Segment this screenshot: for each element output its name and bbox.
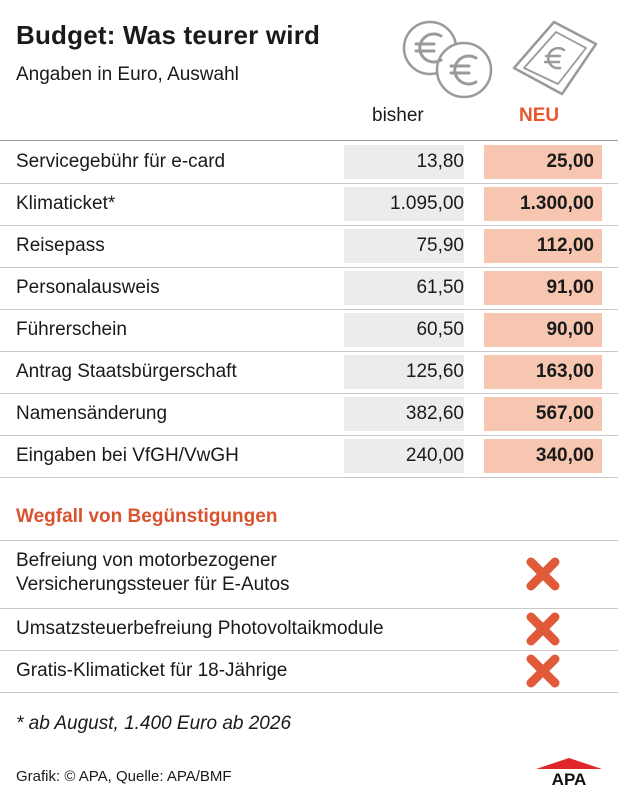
row-divider <box>0 183 618 184</box>
wegfall-item-line: Versicherungssteuer für E-Autos <box>16 574 290 595</box>
old-value: 240,00 <box>405 445 464 466</box>
new-value-cell <box>484 397 602 431</box>
row-label: Antrag Staatsbürgerschaft <box>16 361 237 382</box>
new-value: 567,00 <box>535 403 594 424</box>
new-value-cell <box>484 439 602 473</box>
old-value-cell <box>344 145 464 179</box>
wegfall-item-line: Umsatzsteuerbefreiung Photovoltaikmodule <box>16 618 384 639</box>
wegfall-item: Umsatzsteuerbefreiung Photovoltaikmodule <box>16 617 384 641</box>
old-value-cell <box>344 439 464 473</box>
column-header-neu: NEU <box>519 105 560 126</box>
row-label: Eingaben bei VfGH/VwGH <box>16 445 239 466</box>
wegfall-item-line: Befreiung von motorbezogener <box>16 550 277 571</box>
chart-title: Budget: Was teurer wird <box>16 20 321 50</box>
row-label: Reisepass <box>16 235 105 256</box>
old-value-cell <box>344 355 464 389</box>
new-value: 91,00 <box>546 277 594 298</box>
cross-icon <box>526 612 560 646</box>
wegfall-item-line: Gratis-Klimaticket für 18-Jährige <box>16 660 288 681</box>
wegfall-divider <box>0 608 618 609</box>
new-value: 112,00 <box>536 235 594 256</box>
wegfall-divider <box>0 650 618 651</box>
old-value: 60,50 <box>416 319 464 340</box>
old-value: 125,60 <box>405 361 464 382</box>
source-credit: Grafik: © APA, Quelle: APA/BMF <box>16 768 232 785</box>
chart-subtitle: Angaben in Euro, Auswahl <box>16 64 239 85</box>
row-label: Führerschein <box>16 319 127 340</box>
wegfall-divider <box>0 692 618 693</box>
row-label: Klimaticket* <box>16 193 116 214</box>
row-divider <box>0 309 618 310</box>
table-top-rule <box>0 140 618 141</box>
old-value: 61,50 <box>416 277 464 298</box>
new-value: 163,00 <box>535 361 594 382</box>
row-label: Servicegebühr für e-card <box>16 151 226 172</box>
footnote: * ab August, 1.400 Euro ab 2026 <box>16 713 292 734</box>
row-label: Personalausweis <box>16 277 160 298</box>
apa-logo: APA <box>536 758 602 786</box>
euro-coins-banknote-icon <box>402 20 598 99</box>
new-value-cell <box>484 355 602 389</box>
old-value: 382,60 <box>405 403 464 424</box>
wegfall-item: Gratis-Klimaticket für 18-Jährige <box>16 659 287 683</box>
new-value-cell <box>484 313 602 347</box>
row-divider <box>0 393 618 394</box>
wegfall-title: Wegfall von Begünstigungen <box>16 506 278 527</box>
new-value-cell <box>484 229 602 263</box>
row-label: Namensänderung <box>16 403 168 424</box>
new-value-cell <box>484 271 602 305</box>
row-divider <box>0 225 618 226</box>
new-value: 340,00 <box>535 445 594 466</box>
new-value: 90,00 <box>546 319 594 340</box>
old-value-cell <box>344 229 464 263</box>
wegfall-top-rule <box>0 540 618 541</box>
new-value: 25,00 <box>546 151 594 172</box>
cross-icon <box>526 654 560 688</box>
old-value: 75,90 <box>416 235 464 256</box>
new-value: 1.300,00 <box>520 193 594 214</box>
old-value-cell <box>344 313 464 347</box>
cross-icon <box>526 557 560 591</box>
row-divider <box>0 351 618 352</box>
new-value-cell <box>484 187 602 221</box>
column-header-bisher: bisher <box>372 105 424 126</box>
old-value-cell <box>344 187 464 221</box>
old-value: 1.095,00 <box>390 193 464 214</box>
new-value-cell <box>484 145 602 179</box>
old-value-cell <box>344 271 464 305</box>
row-divider <box>0 267 618 268</box>
row-divider <box>0 435 618 436</box>
wegfall-item: Befreiung von motorbezogener Versicherung… <box>16 549 290 597</box>
old-value: 13,80 <box>416 151 464 172</box>
apa-logo-text: APA <box>552 770 587 786</box>
old-value-cell <box>344 397 464 431</box>
row-divider <box>0 477 618 478</box>
